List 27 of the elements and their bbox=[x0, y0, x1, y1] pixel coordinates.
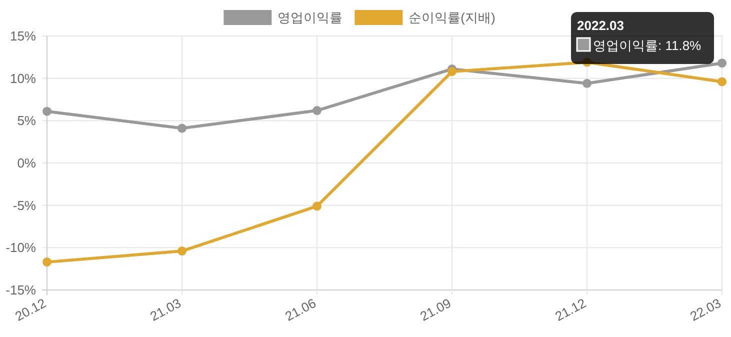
legend-label: 영업이익률 bbox=[278, 10, 343, 25]
x-tick-label: 21.09 bbox=[418, 295, 454, 324]
y-tick-label: -5% bbox=[12, 198, 36, 213]
x-tick-label: 22.03 bbox=[688, 295, 724, 324]
x-tick-label: 21.12 bbox=[552, 295, 588, 324]
point bbox=[312, 106, 322, 116]
text: 2022.03 bbox=[577, 18, 624, 33]
y-tick-label: 15% bbox=[10, 28, 36, 44]
y-tick-label: 0% bbox=[17, 156, 36, 170]
point bbox=[178, 246, 186, 256]
legend-label: 순이익률(지배) bbox=[408, 10, 496, 25]
point bbox=[312, 202, 322, 211]
point bbox=[448, 67, 456, 76]
x-tick-label: 21.03 bbox=[148, 295, 184, 324]
y-tick-label: 5% bbox=[17, 113, 36, 128]
point bbox=[718, 58, 726, 68]
point bbox=[178, 124, 186, 133]
y-tick-label: -10% bbox=[6, 240, 36, 256]
y-tick-label: -15% bbox=[6, 282, 36, 298]
y-tick-label: 10% bbox=[10, 70, 36, 86]
x-tick-label: 21.06 bbox=[282, 295, 318, 324]
point bbox=[718, 77, 726, 86]
annotation: 영업이익률: 11.8% bbox=[593, 38, 702, 53]
point bbox=[42, 258, 52, 267]
x-tick-label: 20.12 bbox=[12, 295, 48, 324]
point bbox=[42, 106, 52, 116]
point bbox=[582, 78, 592, 88]
